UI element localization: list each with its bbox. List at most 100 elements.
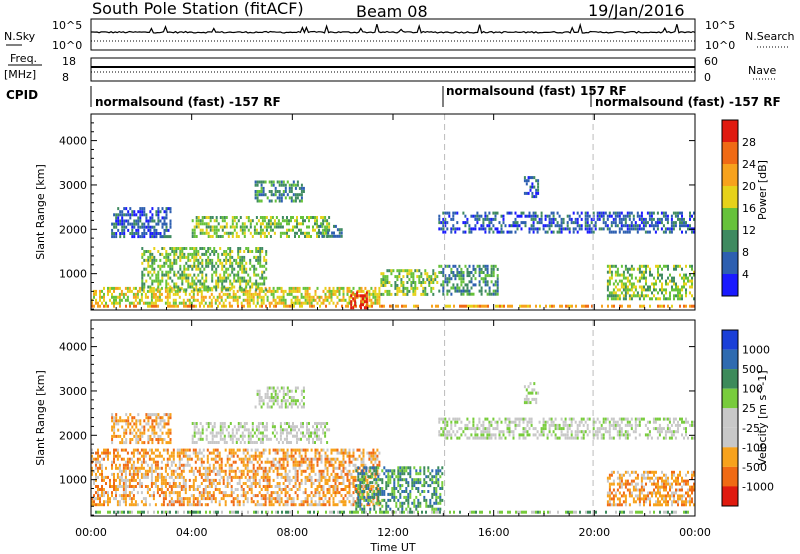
scatter-cell [220,460,223,464]
scatter-cell [164,497,167,501]
scatter-cell [280,472,283,476]
scatter-cell [267,222,270,226]
scatter-cell [238,457,241,461]
scatter-cell [280,491,283,495]
scatter-cell [109,510,111,514]
scatter-cell [215,267,218,271]
scatter-cell [109,497,111,501]
scatter-cell [91,503,93,507]
scatter-cell [227,258,230,262]
scatter-cell [187,273,190,277]
scatter-cell [402,286,405,290]
scatter-cell [478,214,481,218]
scatter-cell [249,288,252,292]
scatter-cell [620,224,623,228]
scatter-cell [206,494,209,498]
scatter-cell [683,273,685,277]
scatter-cell [502,230,505,234]
scatter-cell [226,482,229,485]
scatter-cell [107,457,109,461]
scatter-cell [265,235,268,238]
scatter-cell [165,261,168,265]
scatter-cell [448,280,451,284]
scatter-cell [113,213,116,217]
scatter-cell [163,255,166,259]
scatter-cell [246,292,249,296]
scatter-cell [304,500,307,504]
scatter-cell [111,222,114,226]
scatter-cell [266,460,269,464]
scatter-cell [663,294,665,298]
scatter-cell [204,301,207,305]
scatter-cell [624,297,627,301]
scatter-cell [191,276,194,280]
scatter-cell [458,274,461,278]
scatter-cell [592,224,595,228]
scatter-cell [320,497,323,501]
scatter-cell [370,500,373,504]
scatter-cell [183,276,186,280]
scatter-cell [374,286,377,290]
scatter-cell [151,219,154,223]
scatter-cell [587,510,589,514]
scatter-cell [213,270,216,274]
scatter-cell [173,304,175,308]
scatter-cell [257,255,260,259]
scatter-cell [381,510,383,514]
scatter-cell [256,500,259,504]
scatter-cell [368,295,371,299]
scatter-cell [122,485,125,488]
scatter-cell [588,214,591,218]
scatter-cell [383,304,385,308]
scatter-cell [298,454,301,458]
scatter-cell [354,303,357,307]
scatter-cell [168,475,171,479]
scatter-cell [270,463,273,467]
scatter-cell [434,278,437,282]
scatter-cell [185,261,188,265]
scatter-cell [168,503,171,507]
scatter-cell [460,274,463,278]
scatter-cell [296,193,299,197]
scatter-cell [382,278,385,282]
scatter-cell [650,217,653,221]
scatter-cell [592,217,595,221]
scatter-cell [111,463,113,467]
scatter-cell [340,451,343,455]
scatter-cell [673,288,675,292]
scatter-cell [486,267,489,271]
scatter-cell [360,503,363,507]
scatter-cell [638,294,641,298]
scatter-cell [158,451,161,455]
scatter-cell [612,297,615,301]
scatter-cell [448,277,451,281]
scatter-cell [243,235,246,238]
scatter-cell [130,457,133,461]
scatter-cell [236,466,239,470]
scatter-cell [206,497,209,501]
scatter-cell [514,224,517,228]
scatter-cell [211,261,214,265]
scatter-cell [381,490,384,493]
scatter-cell [348,301,351,305]
scatter-cell [650,214,653,218]
scatter-cell [141,261,144,265]
scatter-cell [269,225,272,229]
scatter-cell [622,224,625,228]
scatter-cell [204,469,207,473]
scatter-cell [119,222,122,226]
scatter-cell [99,463,101,467]
scatter-cell [273,225,276,229]
scatter-cell [229,510,231,514]
scatter-cell [342,286,345,290]
scatter-cell [673,297,675,301]
scatter-cell [525,182,528,186]
scatter-cell [344,466,347,470]
scatter-cell [237,510,239,514]
scatter-cell [648,211,651,215]
scatter-cell [105,491,107,495]
scatter-cell [429,472,432,476]
scatter-cell [370,485,373,488]
scatter-cell [278,286,281,290]
scatter-cell [266,469,269,473]
